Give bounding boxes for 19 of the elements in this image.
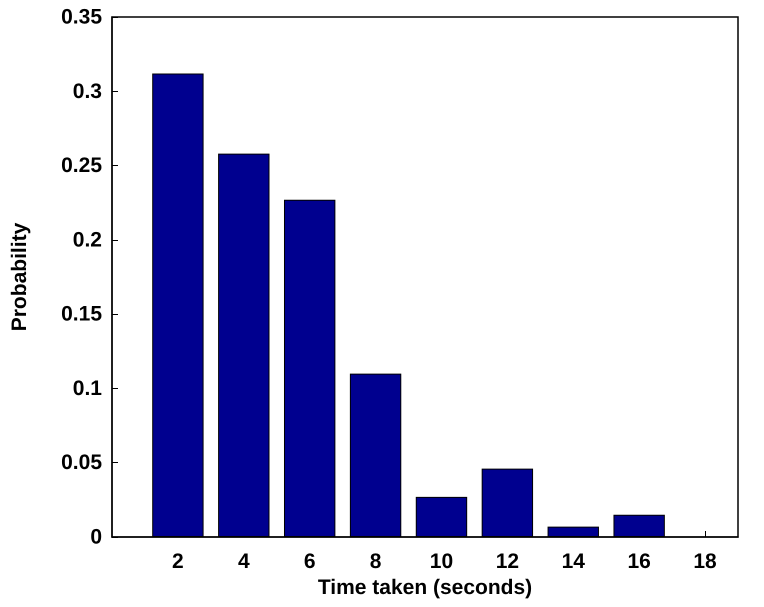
x-tick-label: 16 — [627, 550, 651, 573]
y-tick-label: 0 — [90, 526, 102, 548]
x-tick-label: 18 — [693, 550, 718, 573]
y-axis-title: Probability — [8, 222, 31, 332]
x-axis-title: Time taken (seconds) — [318, 576, 532, 599]
x-tick-label: 12 — [496, 550, 520, 573]
y-tick-label: 0.2 — [72, 228, 102, 252]
y-tick-label: 0.15 — [61, 302, 102, 326]
x-tick-label: 14 — [562, 550, 586, 573]
x-tick-label: 2 — [172, 550, 184, 573]
x-tick-label: 10 — [430, 550, 454, 573]
y-tick-label: 0.05 — [61, 451, 102, 474]
x-tick-label: 8 — [370, 550, 382, 573]
y-tick-label: 0.3 — [72, 80, 102, 103]
y-tick-label: 0.25 — [61, 154, 102, 178]
y-tick-label: 0.35 — [61, 6, 102, 28]
y-tick-label: 0.1 — [72, 376, 102, 400]
x-tick-label: 4 — [238, 550, 250, 573]
x-tick-label: 6 — [304, 550, 316, 573]
